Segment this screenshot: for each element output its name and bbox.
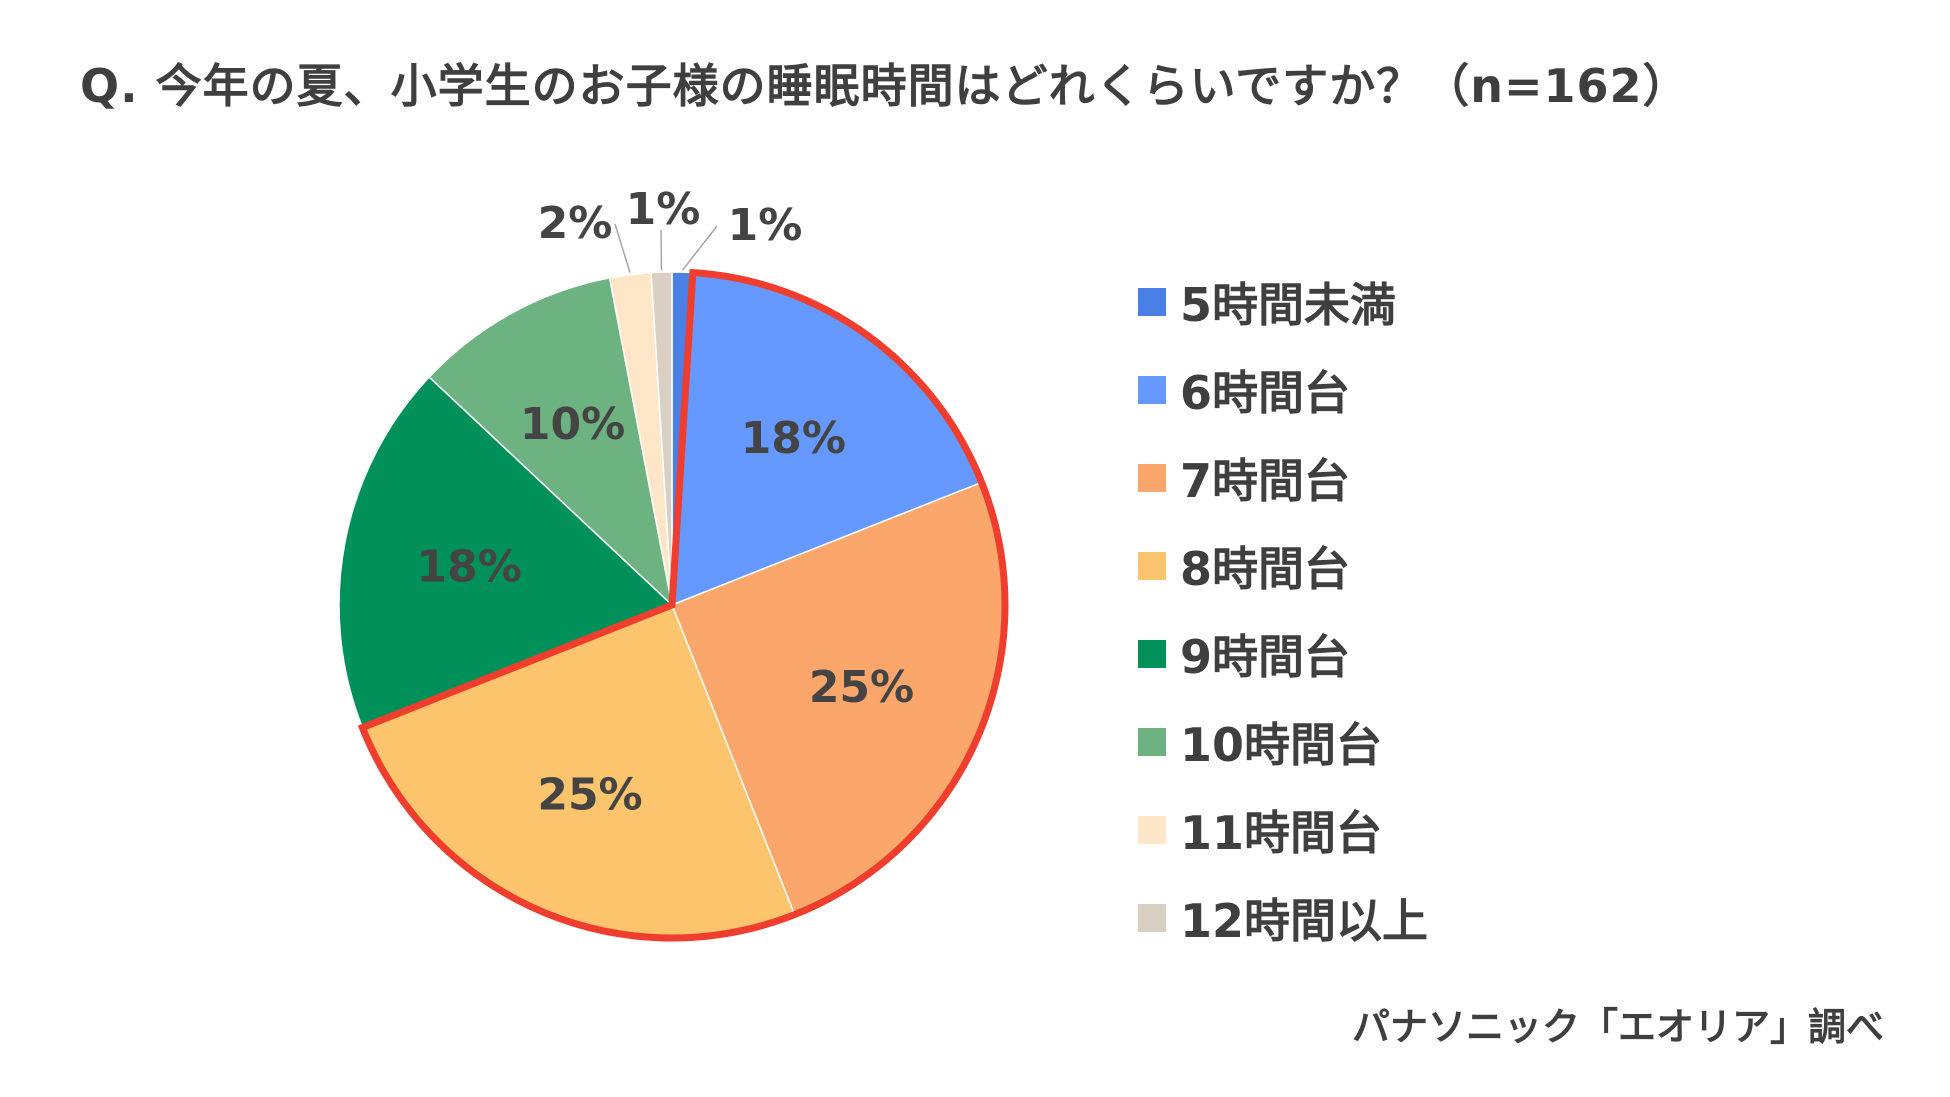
legend: 5時間未満 6時間台 7時間台 8時間台 9時間台 10時間台 11時間台 12時間以上 <box>1138 258 1428 962</box>
slice-label-7時間台: 25% <box>809 662 914 713</box>
legend-swatch <box>1138 376 1166 404</box>
legend-item-6時間台: 6時間台 <box>1138 346 1428 434</box>
legend-swatch <box>1138 464 1166 492</box>
legend-item-7時間台: 7時間台 <box>1138 434 1428 522</box>
legend-swatch <box>1138 288 1166 316</box>
legend-label: 12時間以上 <box>1180 894 1429 948</box>
pie-slice-12時間以上 <box>650 271 673 606</box>
legend-swatch <box>1138 816 1166 844</box>
highlight-outline <box>357 268 1009 942</box>
legend-label: 10時間台 <box>1180 718 1383 772</box>
leader-line-5時間未満 <box>681 225 718 271</box>
slice-label-11時間台: 2% <box>538 198 613 249</box>
legend-label: 8時間台 <box>1180 542 1351 596</box>
source-note: パナソニック「エオリア」調べ <box>1351 1005 1884 1049</box>
slice-label-6時間台: 18% <box>741 413 846 464</box>
legend-swatch <box>1138 552 1166 580</box>
legend-item-12時間以上: 12時間以上 <box>1138 874 1428 962</box>
legend-swatch <box>1138 640 1166 668</box>
pie-slice-10時間台 <box>428 277 674 608</box>
legend-item-5時間未満: 5時間未満 <box>1138 258 1428 346</box>
legend-label: 9時間台 <box>1180 630 1351 684</box>
legend-label: 6時間台 <box>1180 366 1351 420</box>
slice-label-8時間台: 25% <box>537 769 642 820</box>
legend-label: 5時間未満 <box>1180 278 1397 332</box>
chart-title: Q. 今年の夏、小学生のお子様の睡眠時間はどれくらいですか？（n=162） <box>80 59 1690 113</box>
legend-swatch <box>1138 728 1166 756</box>
legend-item-8時間台: 8時間台 <box>1138 522 1428 610</box>
pie-slice-9時間台 <box>338 375 674 729</box>
slice-label-5時間未満: 1% <box>728 200 803 251</box>
legend-item-10時間台: 10時間台 <box>1138 698 1428 786</box>
legend-label: 11時間台 <box>1180 806 1383 860</box>
legend-label: 7時間台 <box>1180 454 1351 508</box>
slice-label-10時間台: 10% <box>520 399 625 450</box>
legend-item-11時間台: 11時間台 <box>1138 786 1428 874</box>
slice-label-9時間台: 18% <box>417 541 522 592</box>
legend-item-9時間台: 9時間台 <box>1138 610 1428 698</box>
leader-line-11時間台 <box>614 223 631 273</box>
slice-label-12時間以上: 1% <box>626 184 701 235</box>
legend-swatch <box>1138 904 1166 932</box>
